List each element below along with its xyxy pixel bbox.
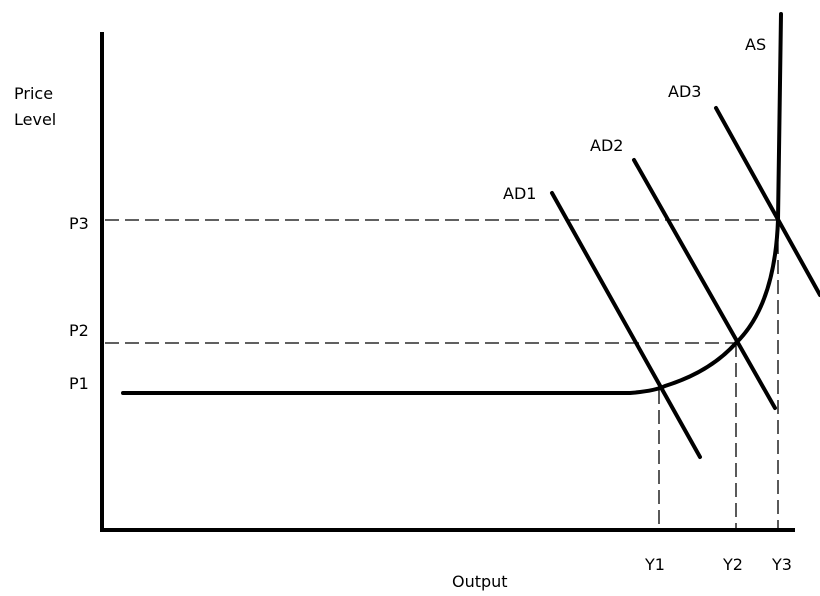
output-label-y1: Y1	[644, 555, 665, 574]
ad3-label: AD3	[668, 82, 701, 101]
y-axis-label-line2: Level	[14, 110, 56, 129]
output-label-y2: Y2	[722, 555, 743, 574]
x-axis-label: Output	[452, 572, 508, 591]
price-label-p3: P3	[69, 214, 89, 233]
y-axis-label-line1: Price	[14, 84, 53, 103]
as-curve	[121, 12, 783, 395]
price-label-p2: P2	[69, 321, 89, 340]
ad1-curve	[550, 191, 702, 459]
ad2-curve	[632, 158, 777, 410]
price-label-p1: P1	[69, 374, 89, 393]
as-label: AS	[745, 35, 766, 54]
output-label-y3: Y3	[771, 555, 792, 574]
ad3-curve	[714, 106, 820, 297]
ad2-label: AD2	[590, 136, 623, 155]
ad1-label: AD1	[503, 184, 536, 203]
